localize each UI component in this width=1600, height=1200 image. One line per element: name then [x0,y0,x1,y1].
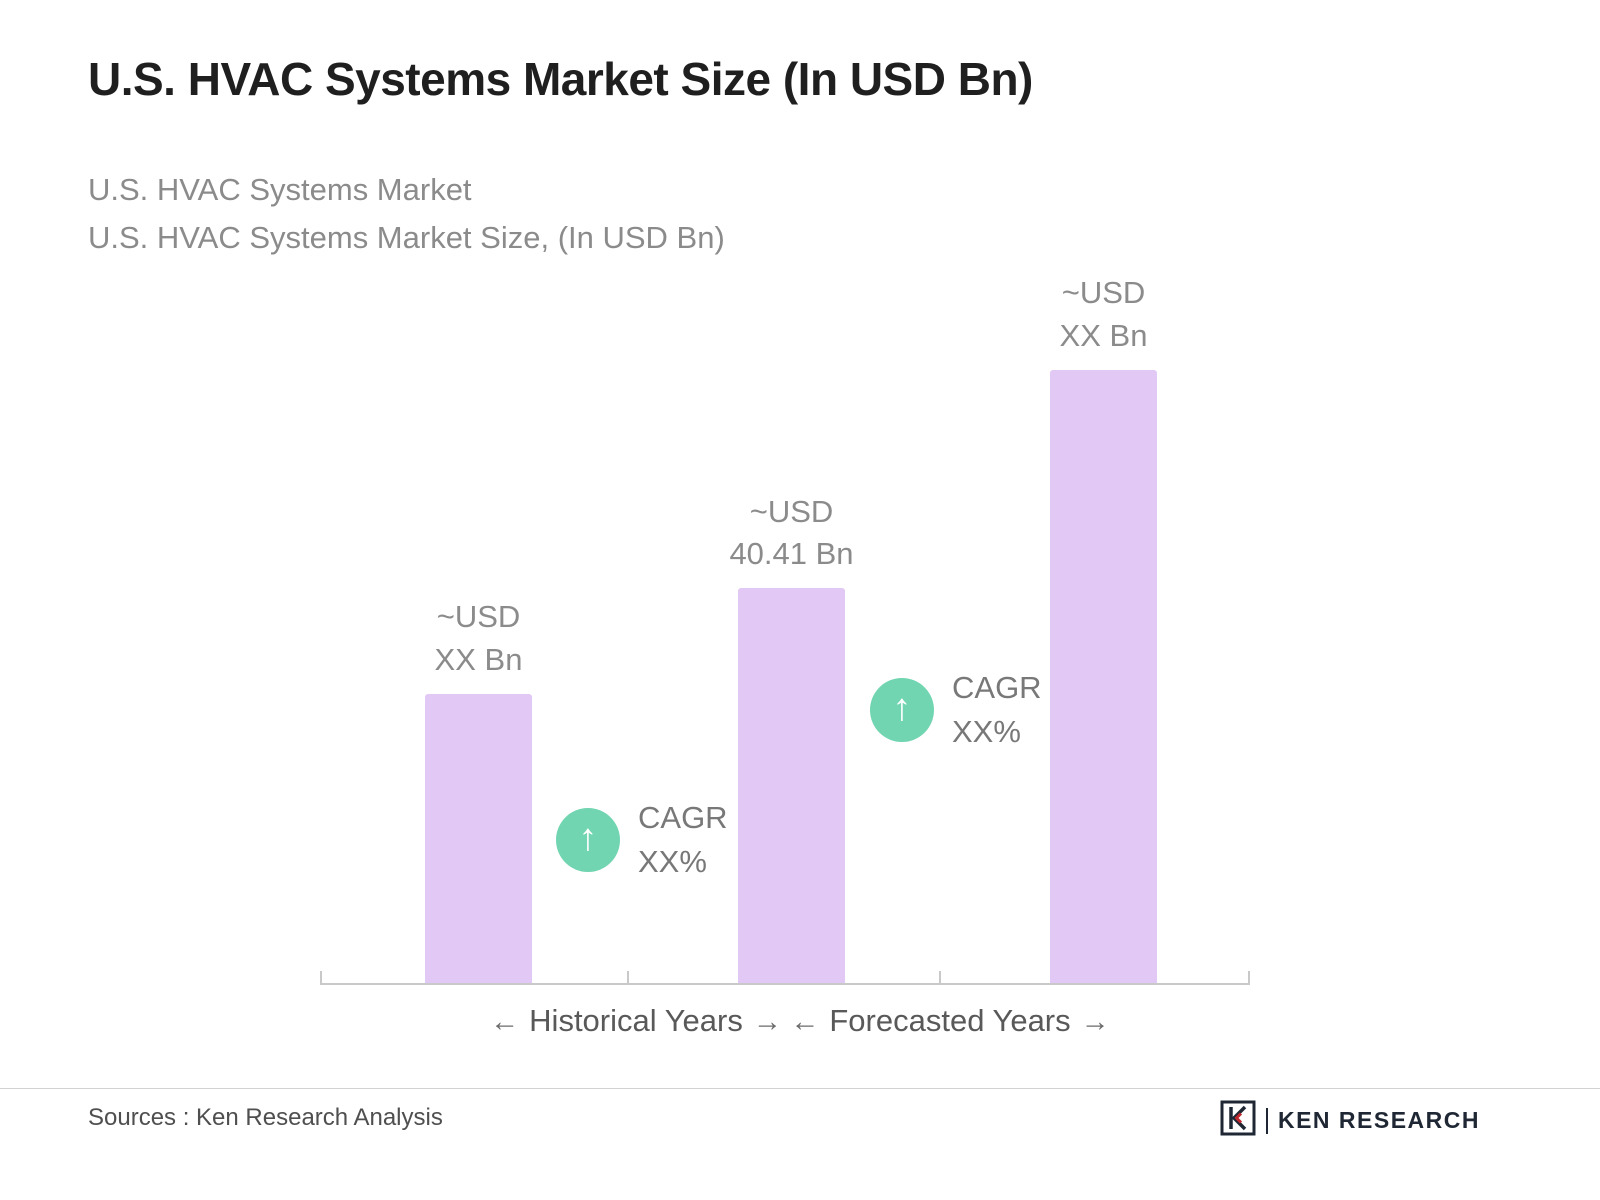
bar-value-line-2: XX Bn [434,642,523,678]
cagr-circle: ↑ [556,808,620,873]
logo-mark-icon [1220,1100,1256,1141]
bar-value-line-1: ~USD [749,493,834,529]
bar-historical-end: ~USD 40.41 Bn [729,494,854,983]
bar-value-line-1: ~USD [1061,275,1146,311]
cagr-label: CAGR XX% [638,796,728,884]
cagr-circle: ↑ [870,678,934,743]
bar-value-label: ~USD XX Bn [435,596,523,682]
axis-tick [939,971,942,985]
bar [425,693,532,983]
cagr-up-arrow-icon: ↑ [578,817,598,860]
ken-research-logo: KEN RESEARCH [1220,1100,1480,1141]
logo-separator [1265,1107,1268,1134]
axis-segment-forecasted-years: ← Forecasted Years → [790,1003,1109,1039]
bar [738,588,845,983]
bar-forecast-end: ~USD XX Bn [1050,275,1157,983]
bar-historical-start: ~USD XX Bn [425,599,532,983]
chart-subtitle: U.S. HVAC Systems Market U.S. HVAC Syste… [88,166,725,262]
bar-value-line-2: 40.41 Bn [729,536,854,572]
subtitle-line-1: U.S. HVAC Systems Market [88,172,472,207]
cagr-badge-2: ↑ CAGR XX% [870,666,1042,754]
bar-value-line-1: ~USD [436,599,521,635]
arrow-right-icon: → [1080,1006,1110,1038]
brand-text: KEN RESEARCH [1277,1107,1480,1133]
footer-divider [0,1088,1600,1089]
axis-tick [320,971,322,985]
cagr-up-arrow-icon: ↑ [892,687,912,730]
bar-value-label: ~USD XX Bn [1060,272,1148,358]
x-axis-line [320,983,1250,985]
page-title: U.S. HVAC Systems Market Size (In USD Bn… [88,53,1033,105]
axis-segment-historical-years: ← Historical Years → [490,1003,782,1039]
axis-segment-label: Forecasted Years [829,1003,1071,1038]
arrow-left-icon: ← [790,1006,820,1038]
axis-segment-label: Historical Years [529,1003,743,1038]
bar [1050,369,1157,983]
arrow-right-icon: → [752,1006,782,1038]
cagr-label-line-1: CAGR [952,670,1042,705]
axis-tick [626,971,629,985]
cagr-label-line-1: CAGR [638,800,728,835]
axis-tick [1248,971,1250,985]
cagr-badge-1: ↑ CAGR XX% [556,796,728,884]
bar-chart-area: ~USD XX Bn ~USD 40.41 Bn ~USD XX Bn ↑ CA… [320,275,1250,1038]
cagr-label-line-2: XX% [952,714,1021,750]
sources-text: Sources : Ken Research Analysis [88,1104,443,1131]
bar-value-line-2: XX Bn [1059,317,1148,353]
bar-value-label: ~USD 40.41 Bn [729,491,853,577]
cagr-label: CAGR XX% [952,666,1042,754]
cagr-label-line-2: XX% [638,844,707,880]
arrow-left-icon: ← [490,1006,520,1038]
subtitle-line-2: U.S. HVAC Systems Market Size, (In USD B… [88,220,725,255]
